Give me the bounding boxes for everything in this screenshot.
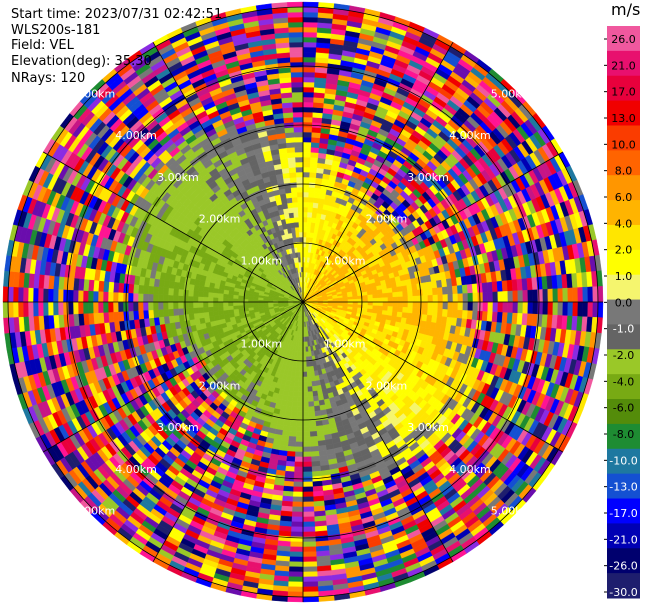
colorbar-swatch bbox=[607, 26, 640, 52]
range-ring-label: 3.00km bbox=[407, 171, 449, 184]
colorbar-swatch bbox=[607, 50, 640, 77]
colorbar-tick-label: -1.0 bbox=[613, 323, 634, 336]
colorbar-tick-label: 17.0 bbox=[611, 86, 636, 99]
colorbar-swatch bbox=[607, 473, 640, 500]
azimuth-spoke bbox=[302, 151, 564, 303]
colorbar-tick-label: -10.0 bbox=[609, 454, 637, 467]
colorbar-swatch bbox=[607, 224, 640, 251]
range-ring-label: 2.00km bbox=[366, 213, 408, 226]
colorbar-tick-label: 10.0 bbox=[611, 138, 636, 151]
colorbar-tick-label: -2.0 bbox=[613, 349, 634, 362]
colorbar-tick-label: 0.0 bbox=[615, 296, 633, 309]
range-ring-label: 2.00km bbox=[199, 379, 241, 392]
range-ring-label: 4.00km bbox=[449, 129, 491, 142]
colorbar-swatch bbox=[607, 125, 640, 151]
range-ring-label: 3.00km bbox=[157, 421, 199, 434]
colorbar-swatch bbox=[607, 100, 640, 126]
range-ring-label: 5.00km bbox=[491, 87, 533, 100]
colorbar-swatch bbox=[607, 374, 640, 400]
range-ring-label: 3.00km bbox=[157, 171, 199, 184]
range-ring-label: 3.00km bbox=[407, 421, 449, 434]
colorbar-tick-label: -26.0 bbox=[609, 560, 637, 573]
azimuth-spoke bbox=[152, 41, 304, 303]
azimuth-spoke bbox=[152, 301, 304, 563]
range-ring-label: 5.00km bbox=[74, 87, 116, 100]
range-ring-label: 2.00km bbox=[366, 379, 408, 392]
colorbar-swatch bbox=[607, 324, 640, 350]
colorbar-swatch bbox=[607, 249, 640, 276]
range-ring-label: 4.00km bbox=[115, 463, 157, 476]
colorbar-swatch bbox=[607, 399, 640, 425]
azimuth-spoke bbox=[302, 41, 454, 303]
ppi-gates bbox=[2, 1, 604, 603]
colorbar-tick-label: -6.0 bbox=[613, 402, 634, 415]
colorbar-tick-label: 4.0 bbox=[615, 217, 633, 230]
colorbar-swatch bbox=[607, 75, 640, 102]
colorbar-swatch bbox=[607, 349, 640, 375]
colorbar-swatch bbox=[607, 548, 640, 574]
colorbar-tick-label: 21.0 bbox=[611, 59, 636, 72]
azimuth-spoke bbox=[42, 301, 304, 453]
colorbar-tick-label: -4.0 bbox=[613, 375, 634, 388]
range-ring-label: 5.00km bbox=[491, 505, 533, 518]
colorbar-swatch bbox=[607, 200, 640, 226]
range-ring-label: 1.00km bbox=[324, 338, 366, 351]
colorbar-tick-label: 26.0 bbox=[611, 33, 636, 46]
colorbar-swatch bbox=[607, 423, 640, 450]
azimuth-spoke bbox=[42, 151, 304, 303]
colorbar-swatch bbox=[607, 448, 640, 475]
colorbar-swatch bbox=[607, 274, 640, 301]
field-label: Field: VEL bbox=[11, 38, 74, 53]
instrument-label: WLS200s-181 bbox=[11, 23, 101, 38]
colorbar-tick-label: 1.0 bbox=[615, 270, 633, 283]
colorbar-swatch bbox=[607, 573, 640, 599]
colorbar-tick-label: 6.0 bbox=[615, 191, 633, 204]
colorbar-tick-label: 8.0 bbox=[615, 165, 633, 178]
azimuth-spoke bbox=[302, 301, 454, 563]
colorbar-tick-label: 2.0 bbox=[615, 244, 633, 257]
colorbar-swatch bbox=[607, 498, 640, 524]
colorbar-swatch bbox=[607, 175, 640, 201]
colorbar-unit-label: m/s bbox=[611, 0, 641, 19]
colorbar-tick-label: -30.0 bbox=[609, 586, 637, 599]
colorbar-swatch bbox=[607, 299, 640, 325]
range-ring-label: 1.00km bbox=[241, 338, 283, 351]
range-ring-label: 4.00km bbox=[449, 463, 491, 476]
colorbar-tick-label: -17.0 bbox=[609, 507, 637, 520]
azimuth-spoke bbox=[302, 301, 564, 453]
colorbar-swatch bbox=[607, 523, 640, 549]
colorbar-tick-label: -13.0 bbox=[609, 481, 637, 494]
range-ring-label: 4.00km bbox=[115, 129, 157, 142]
colorbar-tick-label: -21.0 bbox=[609, 533, 637, 546]
start-time-label: Start time: 2023/07/31 02:42:51 bbox=[11, 7, 223, 22]
elevation-label: Elevation(deg): 35.30 bbox=[11, 54, 152, 69]
colorbar-tick-label: 13.0 bbox=[611, 112, 636, 125]
colorbar-tick-label: -8.0 bbox=[613, 428, 634, 441]
range-ring-label: 2.00km bbox=[199, 213, 241, 226]
range-ring-label: 5.00km bbox=[74, 505, 116, 518]
range-ring-label: 1.00km bbox=[324, 254, 366, 267]
nrays-label: NRays: 120 bbox=[11, 71, 86, 86]
colorbar-swatch bbox=[607, 150, 640, 176]
range-ring-label: 1.00km bbox=[241, 254, 283, 267]
